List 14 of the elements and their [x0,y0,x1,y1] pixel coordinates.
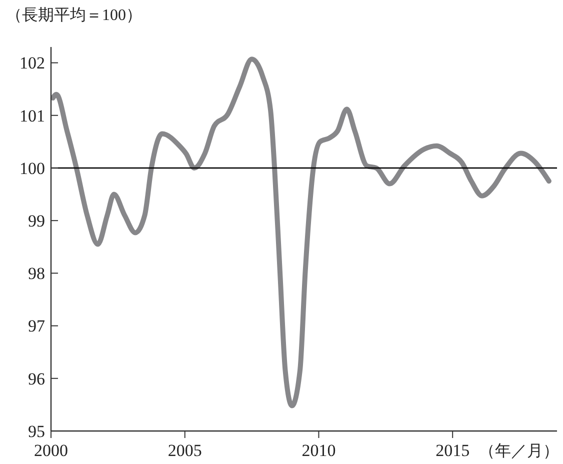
y-tick-label: 98 [28,264,45,284]
x-tick-label: 2000 [34,441,68,460]
x-tick-label: 2015 [436,441,470,460]
x-axis-title: （年／月） [479,443,559,460]
y-tick-label: 99 [28,212,45,231]
y-tick-label: 97 [28,316,46,336]
y-axis-title: （長期平均＝100） [6,6,142,24]
y-tick-label: 95 [28,422,45,441]
x-tick-label: 2010 [302,441,336,460]
y-tick-label: 101 [20,106,45,126]
x-tick-label: 2005 [168,441,202,460]
y-tick-label: 100 [20,158,45,178]
y-tick-label: 96 [28,369,45,388]
y-tick-label: 102 [20,54,45,73]
